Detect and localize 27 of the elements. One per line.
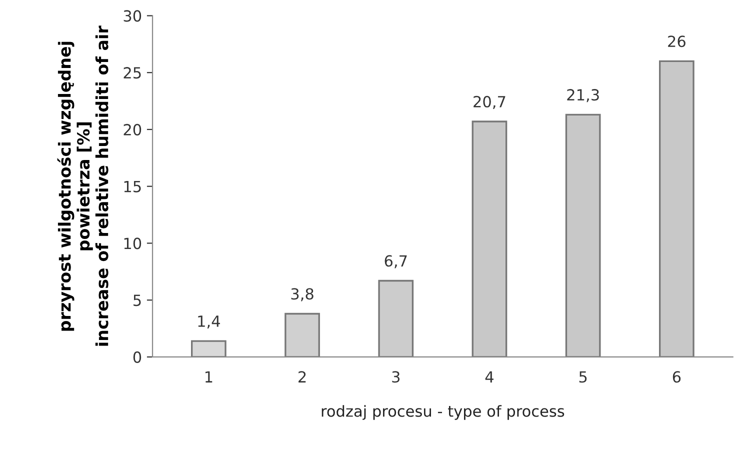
y-tick-label: 0	[133, 351, 142, 363]
x-tick-label: 2	[298, 371, 306, 382]
data-label: 3,8	[291, 288, 314, 302]
y-tick-label: 20	[124, 124, 142, 136]
bar	[378, 280, 414, 357]
x-tick-label: 4	[485, 371, 494, 382]
bar	[565, 114, 601, 357]
data-label: 26	[668, 36, 686, 48]
y-tick-label: 10	[124, 238, 142, 250]
y-axis-title: przyrost wilgotności względnej powietrza [%] increase of relative humiditi of air	[57, 26, 108, 346]
bar	[658, 60, 694, 357]
y-tick-label: 30	[124, 10, 142, 22]
data-label: 1,4	[198, 316, 220, 329]
x-tick-label: 3	[392, 371, 400, 383]
x-tick-label: 5	[579, 371, 587, 383]
y-tick-label: 5	[134, 294, 141, 306]
x-tick-label: 1	[206, 371, 212, 382]
bar	[190, 340, 226, 357]
bar	[472, 120, 508, 357]
data-label: 6,7	[384, 255, 407, 268]
y-tick-label: 15	[124, 181, 141, 192]
x-axis-title: rodzaj procesu - type of process	[322, 405, 564, 420]
data-label: 21,3	[567, 89, 599, 102]
data-label: 20,7	[474, 96, 506, 109]
x-tick-label: 6	[672, 371, 681, 383]
bar	[284, 312, 320, 357]
y-tick-label: 25	[124, 67, 141, 79]
